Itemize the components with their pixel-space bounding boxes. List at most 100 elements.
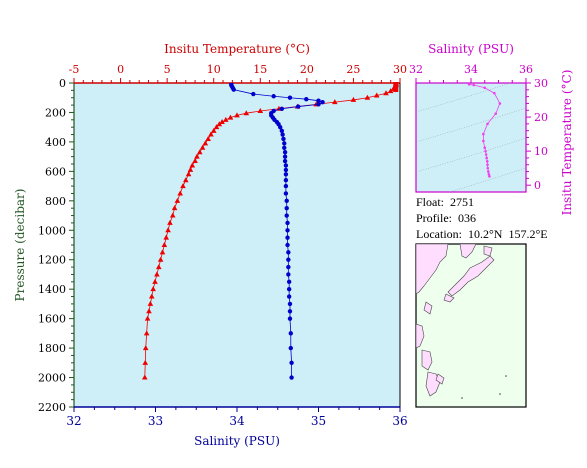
temperature-point: [171, 205, 178, 211]
salinity-point: [295, 104, 301, 109]
temperature-point: [223, 116, 229, 122]
pressure-tick-label: 600: [45, 165, 66, 178]
temperature-point: [150, 286, 156, 292]
salinity-axis-title: Salinity (PSU): [194, 434, 280, 448]
ts-salinity-tick-label: 36: [519, 63, 533, 76]
temperature-point: [159, 249, 166, 255]
ts-temperature-tick-label: 0: [534, 179, 541, 192]
salinity-point: [283, 167, 289, 173]
salinity-point: [251, 91, 256, 97]
ts-point: [482, 132, 485, 136]
temperature-point: [373, 92, 380, 98]
temperature-point: [194, 153, 200, 159]
temperature-point: [219, 119, 225, 125]
location-value: 10.2°N 157.2°E: [467, 227, 548, 241]
temperature-point: [208, 131, 214, 137]
temperature-point: [205, 135, 211, 141]
temperature-tick-label: 10: [207, 63, 221, 76]
temperature-point: [174, 197, 181, 203]
salinity-point: [285, 228, 290, 233]
ts-point: [486, 166, 490, 170]
ts-temperature-tick-label: 10: [534, 145, 548, 158]
salinity-point: [286, 279, 292, 285]
density-contour: [448, 167, 526, 192]
temperature-point: [146, 308, 152, 314]
temperature-point: [141, 374, 148, 380]
salinity-tick-label: 34: [229, 414, 245, 428]
temperature-point: [154, 271, 160, 277]
temperature-point: [234, 112, 240, 118]
plot-background: [74, 83, 400, 407]
salinity-point: [282, 158, 288, 164]
temperature-point: [189, 162, 196, 168]
salinity-point: [288, 331, 293, 336]
salinity-point: [320, 99, 325, 105]
salinity-tick-label: 35: [311, 414, 326, 428]
temperature-point: [148, 293, 155, 299]
temperature-point: [161, 242, 168, 247]
salinity-point: [282, 150, 288, 155]
density-contour: [416, 137, 526, 173]
temperature-point: [202, 140, 209, 146]
pressure-axis-title: Pressure (decibar): [13, 189, 27, 302]
salinity-point: [279, 128, 285, 134]
temperature-tick-label: -5: [69, 63, 80, 76]
pressure-tick-label: 1800: [38, 342, 66, 355]
temperature-point: [167, 219, 173, 225]
pressure-tick-label: 800: [45, 195, 66, 208]
salinity-tick-label: 32: [66, 414, 81, 428]
salinity-point: [284, 205, 289, 211]
surface-temperature-marker: [393, 82, 399, 92]
temperature-axis-title: Insitu Temperature (°C): [164, 42, 310, 56]
salinity-point: [284, 198, 289, 204]
pressure-tick-label: 2000: [38, 372, 66, 385]
temperature-tick-label: 5: [164, 63, 171, 76]
temperature-point: [213, 124, 220, 130]
temperature-point: [187, 166, 194, 172]
temperature-point: [332, 99, 338, 105]
salinity-point: [304, 97, 309, 102]
temperature-point: [364, 94, 371, 100]
ts-point: [493, 91, 496, 95]
ts-point: [472, 83, 476, 87]
ts-temperature-tick-label: 30: [534, 77, 548, 90]
salinity-point: [287, 95, 293, 100]
salinity-point: [286, 264, 291, 270]
temperature-point: [199, 144, 206, 150]
temperature-point: [177, 190, 183, 196]
location-map: [415, 243, 527, 408]
pressure-tick-label: 1000: [38, 224, 66, 237]
temperature-point: [196, 149, 203, 155]
ts-point: [498, 102, 502, 105]
salinity-point: [287, 309, 293, 314]
salinity-point: [286, 286, 292, 292]
salinity-point: [283, 163, 289, 168]
profile-plot: 0200400600800100012001400160018002000220…: [13, 42, 408, 448]
float-value: 2751: [450, 195, 475, 209]
temperature-point: [143, 330, 150, 336]
salinity-point: [284, 213, 289, 218]
salinity-point: [279, 106, 285, 111]
salinity-point: [283, 178, 289, 183]
salinity-tick-label: 33: [148, 414, 163, 428]
salinity-point: [282, 141, 287, 146]
temperature-point: [163, 234, 170, 240]
temperature-point: [243, 110, 250, 116]
temperature-point: [227, 114, 234, 120]
pressure-tick-label: 1400: [38, 283, 66, 296]
ts-point: [485, 160, 489, 163]
profile-value: 036: [458, 211, 476, 225]
temperature-point: [157, 256, 164, 262]
ts-point: [484, 153, 488, 156]
salinity-point: [283, 191, 289, 196]
pressure-tick-label: 2200: [38, 401, 66, 414]
ts-diagram: 32 34 36 Salinity (PSU) 0 10 20 30 Insitu Temper…: [409, 42, 574, 215]
salinity-point: [289, 360, 294, 366]
density-contour: [416, 83, 512, 113]
pressure-tick-label: 1600: [38, 313, 66, 326]
temperature-tick-label: 15: [253, 63, 267, 76]
float-info: Float: 2751: [416, 195, 474, 210]
pressure-tick-label: 200: [45, 106, 66, 119]
ts-contour-group: [416, 83, 526, 192]
ts-point: [487, 172, 491, 176]
